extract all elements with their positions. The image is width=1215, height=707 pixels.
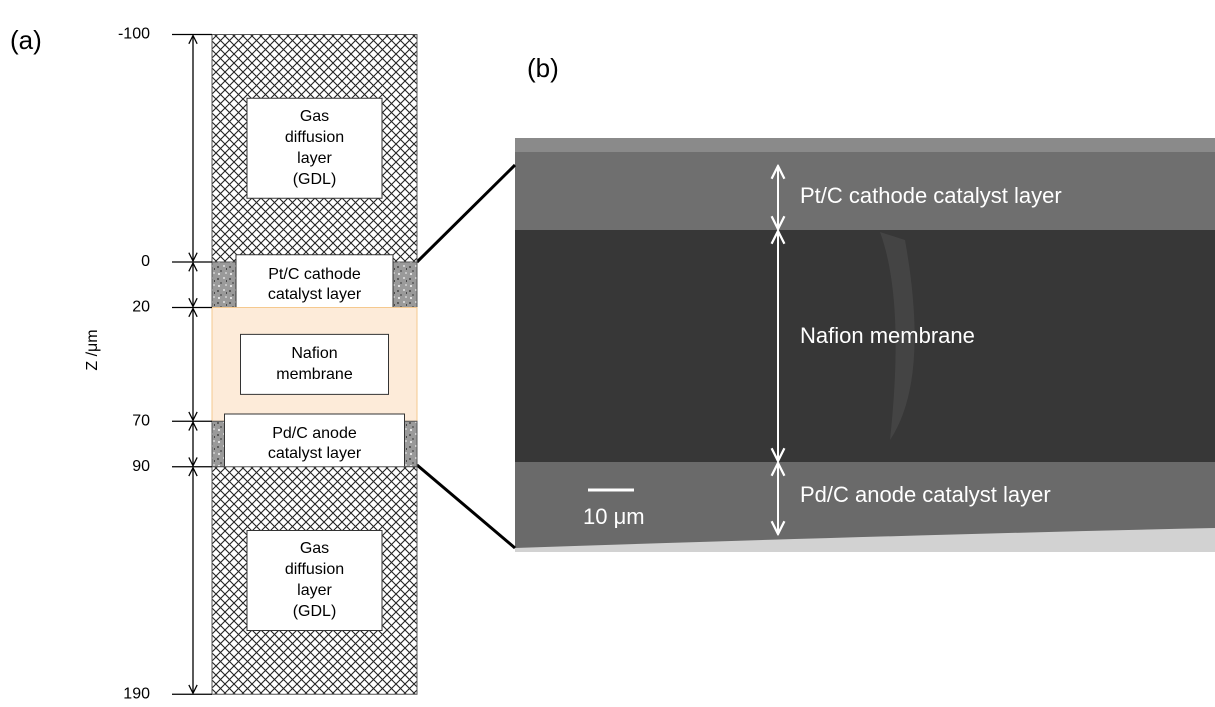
label-box — [241, 334, 389, 394]
tick-label: 190 — [123, 685, 150, 702]
layer-label: Pd/C anode catalyst layer — [800, 482, 1051, 507]
layer-label: Nafion membrane — [800, 323, 975, 348]
layer-label: Pt/C cathode catalyst layer — [800, 183, 1062, 208]
layer-label: layer — [297, 582, 332, 599]
panel-label: (a) — [10, 25, 42, 55]
label-box — [225, 414, 405, 474]
layer-label: diffusion — [285, 561, 344, 578]
scale-bar-label: 10 μm — [583, 504, 645, 529]
layer-label: catalyst layer — [268, 445, 362, 462]
tick-label: 70 — [132, 412, 150, 429]
figure: (a) (b) Z /μm 10 μm Gas diffusion layer (GD… — [0, 0, 1215, 707]
layer-label: Gas — [300, 540, 329, 557]
layer-label: membrane — [276, 366, 353, 383]
layer-label: diffusion — [285, 129, 344, 146]
layer-label: Pt/C cathode — [268, 266, 361, 283]
layer-label: layer — [297, 150, 332, 167]
tick-label: 20 — [132, 299, 150, 316]
tick-label: 0 — [141, 253, 150, 270]
panel-label: (b) — [527, 53, 559, 83]
layer-label: Pd/C anode — [272, 425, 357, 442]
axis-label: Z /μm — [84, 329, 101, 370]
zoom-line — [417, 465, 515, 548]
tick-label: -100 — [118, 26, 150, 43]
layer-label: Nafion — [291, 345, 337, 362]
label-box — [236, 255, 393, 315]
layer-label: (GDL) — [293, 603, 337, 620]
tick-label: 90 — [132, 458, 150, 475]
layer-label: (GDL) — [293, 171, 337, 188]
layer-label: Gas — [300, 108, 329, 125]
zoom-line — [417, 165, 515, 262]
layer-label: catalyst layer — [268, 286, 362, 303]
